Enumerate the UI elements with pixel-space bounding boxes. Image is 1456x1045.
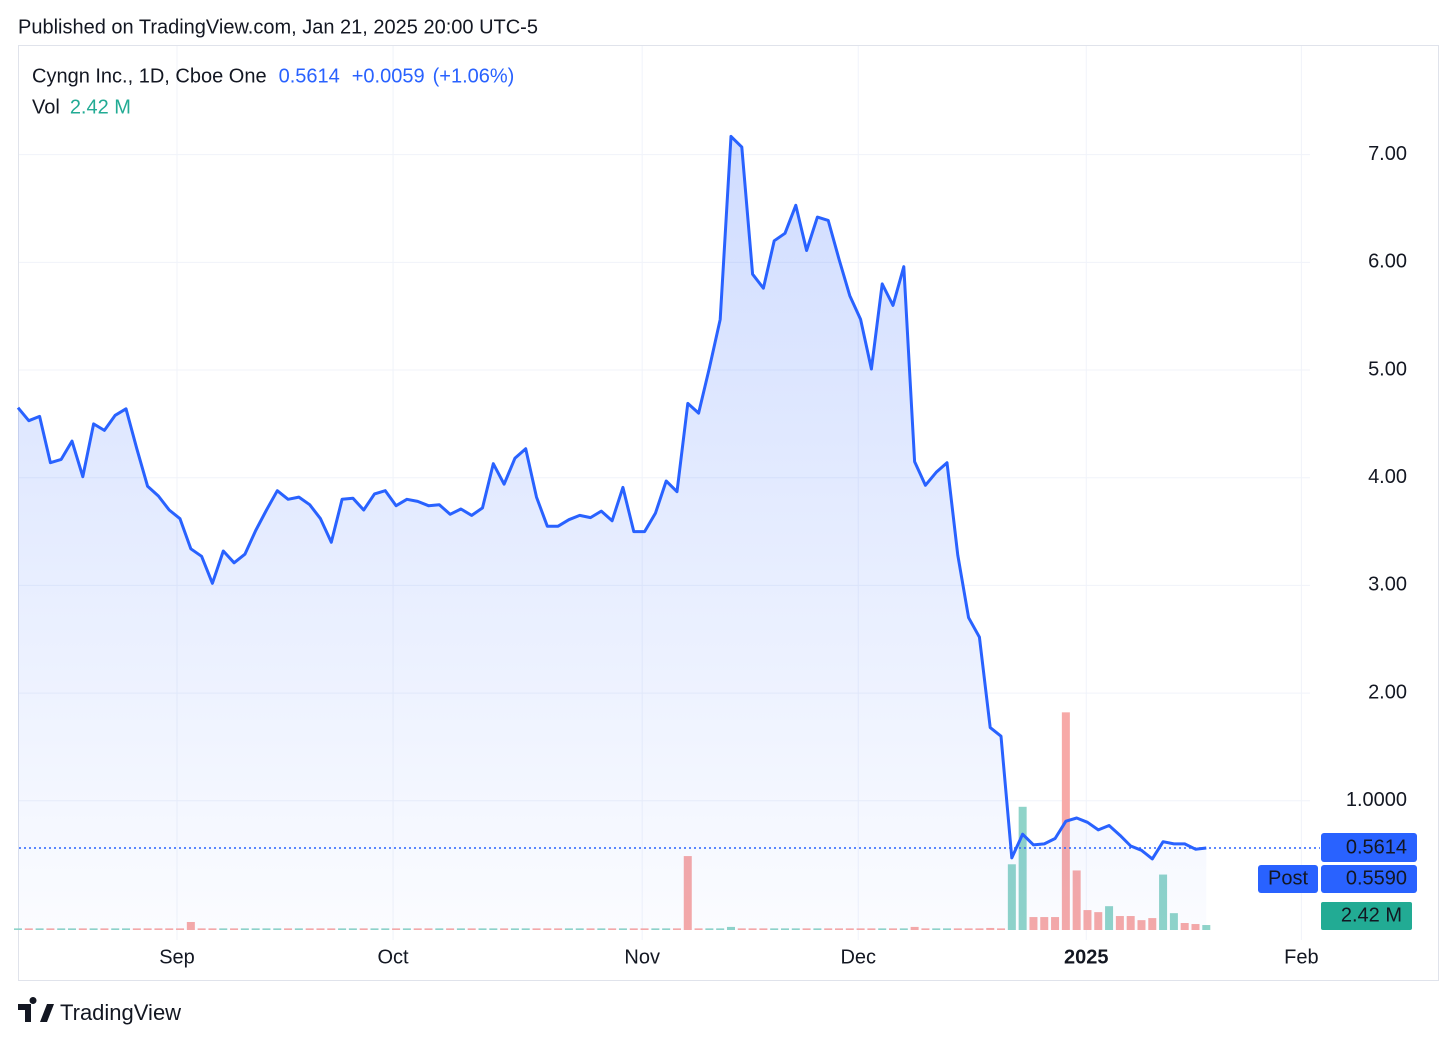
last-price: 0.5614 [279,65,340,87]
price-area [18,136,1207,930]
price-change-percent: (+1.06%) [433,65,515,87]
y-tick-label: 2.00 [1368,681,1407,703]
price-change: +0.0059 [352,65,425,87]
volume-tag-text: 2.42 M [1341,904,1402,926]
post-price-tag [1321,865,1417,894]
volume-legend-value: 2.42 M [70,96,131,118]
y-tick-label: 3.00 [1368,574,1407,596]
last-price-tag-text: 0.5614 [1346,836,1407,858]
x-tick-label: Feb [1284,946,1318,968]
post-tag-label-box [1258,865,1318,894]
x-tick-label: Dec [840,946,876,968]
logo-mark [18,997,54,1022]
price-line [16,134,1207,861]
post-tag-label: Post [1268,867,1308,889]
footer-logo: TradingView [18,997,181,1025]
brand-name: TradingView [60,1000,181,1025]
y-tick-label: 1.0000 [1346,789,1407,811]
x-tick-label: Nov [624,946,660,968]
legend: Cyngn Inc., 1D, Cboe One 0.5614 +0.0059 … [32,65,514,118]
y-tick-label: 6.00 [1368,251,1407,273]
y-tick-label: 4.00 [1368,466,1407,488]
post-price-tag-text: 0.5590 [1346,867,1407,889]
x-tick-label: Oct [378,946,410,968]
y-tick-label: 5.00 [1368,358,1407,380]
volume-legend: Vol [32,96,60,118]
published-note: Published on TradingView.com, Jan 21, 20… [18,16,538,38]
symbol-title: Cyngn Inc., 1D, Cboe One [32,65,267,87]
y-tick-label: 7.00 [1368,143,1407,165]
volume-tag [1321,902,1412,931]
last-price-tag [1321,833,1417,863]
x-tick-label: 2025 [1064,946,1109,968]
plot [14,134,1211,930]
x-tick-label: Sep [159,946,195,968]
